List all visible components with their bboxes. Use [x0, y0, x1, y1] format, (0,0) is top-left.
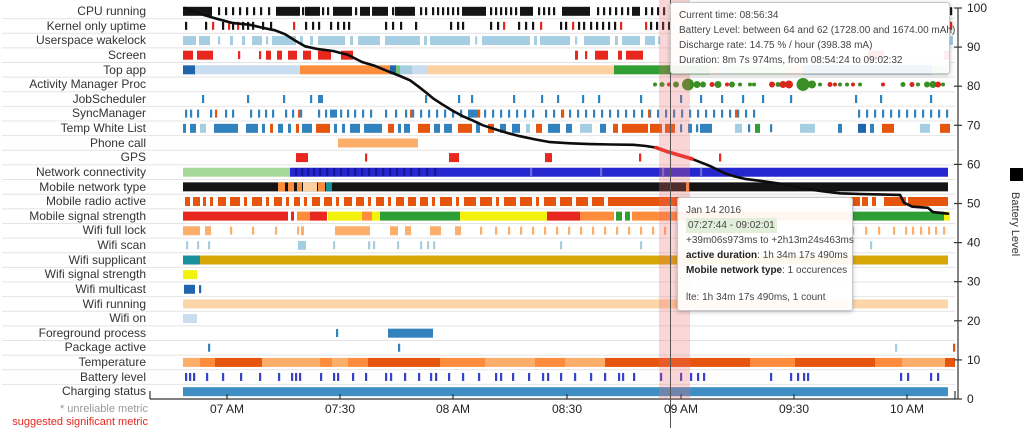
timeline-row-wifi-supplicant[interactable] — [183, 255, 948, 265]
row-label-temperature: Temperature — [78, 355, 146, 370]
timeline-row-kernel-only-uptime[interactable] — [185, 21, 953, 30]
row-label-wifi-scan: Wifi scan — [97, 238, 146, 253]
selection-active-duration: active duration: 1h 34m 17s 490ms — [686, 250, 848, 261]
battery-level-line-highlight — [654, 145, 694, 161]
row-label-wifi-supplicant: Wifi supplicant — [68, 252, 146, 267]
timeline-row-network-connectivity[interactable] — [183, 167, 948, 177]
timeline-row-wifi-on[interactable] — [183, 314, 197, 324]
timeline-row-userspace-wakelock[interactable] — [183, 36, 953, 46]
footnote-suggested-significant-metric: suggested significant metric — [12, 416, 148, 428]
y-axis-tick-label: 10 — [967, 353, 981, 367]
row-label-cpu-running: CPU running — [77, 4, 146, 18]
row-label-battery-level: Battery level — [79, 369, 146, 384]
row-label-wifi-signal-strength: Wifi signal strength — [44, 267, 146, 282]
selection-time-range: 07:27:44 - 09:02:01 — [686, 218, 777, 233]
row-label-temp-white-list: Temp White List — [60, 121, 146, 136]
x-axis-tick-label: 09:30 — [779, 402, 809, 416]
x-axis-tick-label: 07 AM — [210, 402, 244, 416]
y-axis-tick-label: 80 — [967, 79, 981, 93]
y-axis-tick-label: 100 — [967, 1, 987, 15]
timeline-row-temperature[interactable] — [183, 357, 955, 367]
row-label-screen: Screen — [107, 47, 146, 62]
y-axis-tick-label: 0 — [967, 392, 974, 406]
timeline-row-package-active[interactable] — [208, 343, 956, 352]
x-axis-tick-label: 08 AM — [436, 402, 470, 416]
timeline-row-wifi-signal-strength[interactable] — [183, 270, 197, 280]
y-axis — [954, 7, 962, 400]
timeline-row-wifi-full-lock[interactable] — [183, 226, 946, 236]
timeline-row-jobscheduler[interactable] — [202, 94, 933, 103]
y-axis-tick-label: 20 — [967, 314, 981, 328]
row-label-syncmanager: SyncManager — [71, 106, 146, 121]
tooltip-duration: Duration: 8m 7s 974ms, from 08:54:24 to … — [679, 55, 903, 66]
row-label-gps: GPS — [120, 150, 146, 165]
row-label-foreground-process: Foreground process — [38, 325, 146, 340]
timeline-row-mobile-radio-active[interactable] — [185, 196, 948, 206]
tooltip-discharge-rate: Discharge rate: 14.75 % / hour (398.38 m… — [679, 40, 873, 51]
battery-level-line[interactable] — [183, 6, 950, 215]
row-label-mobile-radio-active: Mobile radio active — [45, 194, 146, 209]
x-axis-tick-label: 10 AM — [890, 402, 924, 416]
battery-level-legend-swatch — [1010, 168, 1023, 181]
timeline-row-charging-status[interactable] — [183, 387, 948, 397]
footnote-unreliable-metric: * unreliable metric — [59, 403, 148, 415]
y-axis-tick-label: 70 — [967, 118, 981, 132]
row-label-charging-status: Charging status — [61, 384, 146, 399]
row-label-jobscheduler: JobScheduler — [72, 91, 146, 106]
y-axis-tick-label: 40 — [967, 236, 981, 250]
selection-metric: Mobile network type: 1 occurences — [686, 265, 848, 276]
selection-tooltip: Jan 14 2016 07:27:44 - 09:02:01 +39m06s9… — [677, 197, 854, 311]
row-label-kernel-only-uptime: Kernel only uptime — [46, 18, 146, 33]
selection-detail: lte: 1h 34m 17s 490ms, 1 count — [686, 292, 826, 303]
y-axis-tick-label: 30 — [967, 275, 981, 289]
timeline-row-foreground-process[interactable] — [336, 328, 433, 338]
timeline-row-phone-call[interactable] — [338, 138, 418, 148]
timeline-row-wifi-multicast[interactable] — [184, 284, 202, 294]
tooltip-battery-level: Battery Level: between 64 and 62 (1728.0… — [679, 25, 956, 36]
x-axis-tick-label: 07:30 — [325, 402, 355, 416]
timeline-row-gps[interactable] — [296, 153, 722, 163]
y-axis-tick-label: 60 — [967, 157, 981, 171]
timeline-row-wifi-running[interactable] — [183, 299, 948, 309]
row-label-wifi-on: Wifi on — [109, 311, 146, 326]
timeline-row-battery-level[interactable] — [185, 372, 940, 381]
row-label-top-app: Top app — [103, 62, 146, 77]
row-label-wifi-multicast: Wifi multicast — [75, 281, 146, 296]
timeline-row-temp-white-list[interactable] — [183, 123, 950, 133]
y-axis-tick-label: 90 — [967, 40, 981, 54]
selection-offsets: +39m06s973ms to +2h13m24s463ms — [686, 235, 854, 246]
timeline-row-syncmanager[interactable] — [185, 109, 949, 118]
timeline-row-mobile-network-type[interactable] — [183, 182, 948, 192]
x-axis-tick-label: 09 AM — [664, 402, 698, 416]
row-label-mobile-network-type: Mobile network type — [39, 179, 146, 194]
y-axis-title: Battery Level — [1009, 192, 1021, 256]
timeline-row-activity-manager-proc[interactable] — [653, 77, 945, 91]
tooltip-current-time: Current time: 08:56:34 — [679, 10, 779, 21]
row-label-wifi-full-lock: Wifi full lock — [82, 223, 146, 238]
y-axis-tick-label: 50 — [967, 197, 981, 211]
timeline-row-cpu-running[interactable] — [183, 6, 953, 16]
row-label-package-active: Package active — [64, 340, 146, 355]
row-label-network-connectivity: Network connectivity — [35, 164, 146, 179]
row-label-mobile-signal-strength: Mobile signal strength — [29, 208, 146, 223]
crosshair-line — [670, 0, 671, 428]
x-axis-tick-label: 08:30 — [552, 402, 582, 416]
row-label-phone-call: Phone call — [89, 135, 146, 150]
current-time-tooltip: Current time: 08:56:34 Battery Level: be… — [670, 2, 956, 74]
row-label-userspace-wakelock: Userspace wakelock — [35, 33, 146, 48]
selection-date: Jan 14 2016 — [686, 205, 742, 216]
row-label-wifi-running: Wifi running — [82, 296, 146, 311]
row-label-activity-manager-proc: Activity Manager Proc — [29, 77, 146, 92]
x-axis — [149, 391, 956, 400]
